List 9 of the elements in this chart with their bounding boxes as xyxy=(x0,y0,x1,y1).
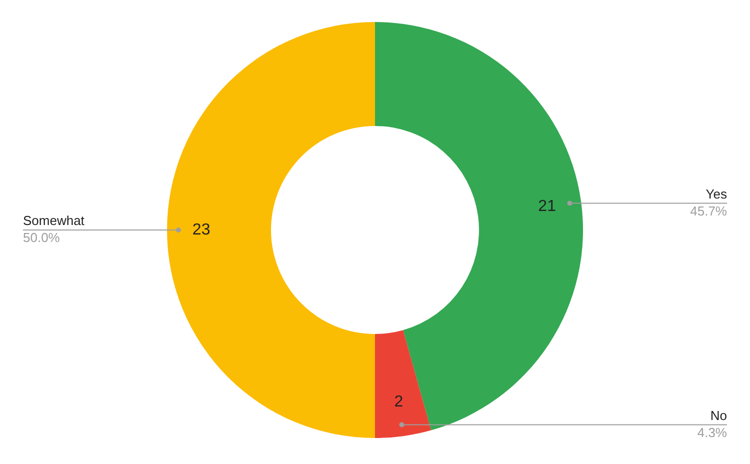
data-label: 21 xyxy=(538,198,556,215)
slice-label: Somewhat xyxy=(23,213,85,228)
text: 50.0% xyxy=(23,230,60,246)
text: 45.7% xyxy=(690,203,728,218)
data-label: 23 xyxy=(192,221,210,238)
text: 4.3% xyxy=(697,424,728,440)
slice-label: Yes xyxy=(706,186,728,202)
data-label: 2 xyxy=(394,393,404,410)
slice-label: No xyxy=(710,408,727,423)
